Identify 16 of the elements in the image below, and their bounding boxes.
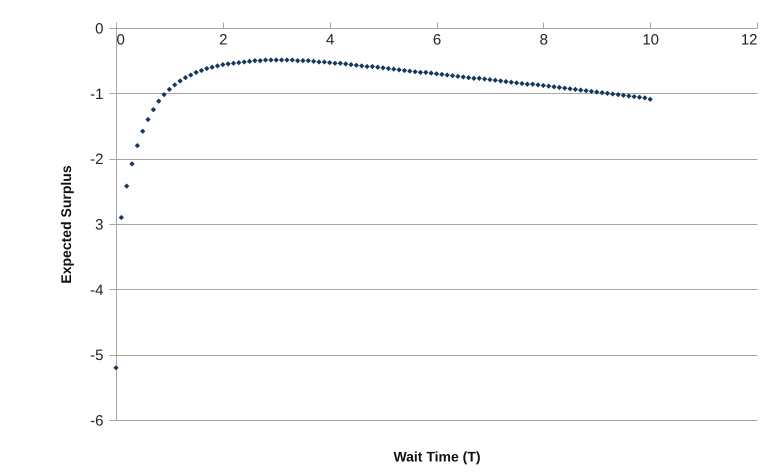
x-tick-label: 6 bbox=[432, 32, 442, 48]
y-tick-label: -4 bbox=[90, 282, 104, 299]
y-tick-label: 0 bbox=[95, 20, 104, 38]
y-tick-label: -6 bbox=[90, 412, 104, 430]
x-tick-label: 8 bbox=[540, 32, 548, 48]
x-tick-label: 4 bbox=[326, 32, 334, 48]
y-axis-title: Expected Surplus bbox=[58, 165, 74, 284]
y-tick-label: 3 bbox=[95, 216, 104, 234]
x-tick-label: 10 bbox=[642, 32, 660, 48]
x-tick-label: 2 bbox=[219, 32, 228, 48]
y-tick-label: -5 bbox=[90, 347, 104, 364]
x-axis-title: Wait Time (T) bbox=[393, 448, 481, 464]
y-tick-label: -2 bbox=[90, 151, 104, 168]
x-tick-label: 0 bbox=[116, 32, 125, 48]
x-tick-label: 12 bbox=[740, 32, 758, 48]
y-tick-label: -1 bbox=[90, 86, 104, 103]
